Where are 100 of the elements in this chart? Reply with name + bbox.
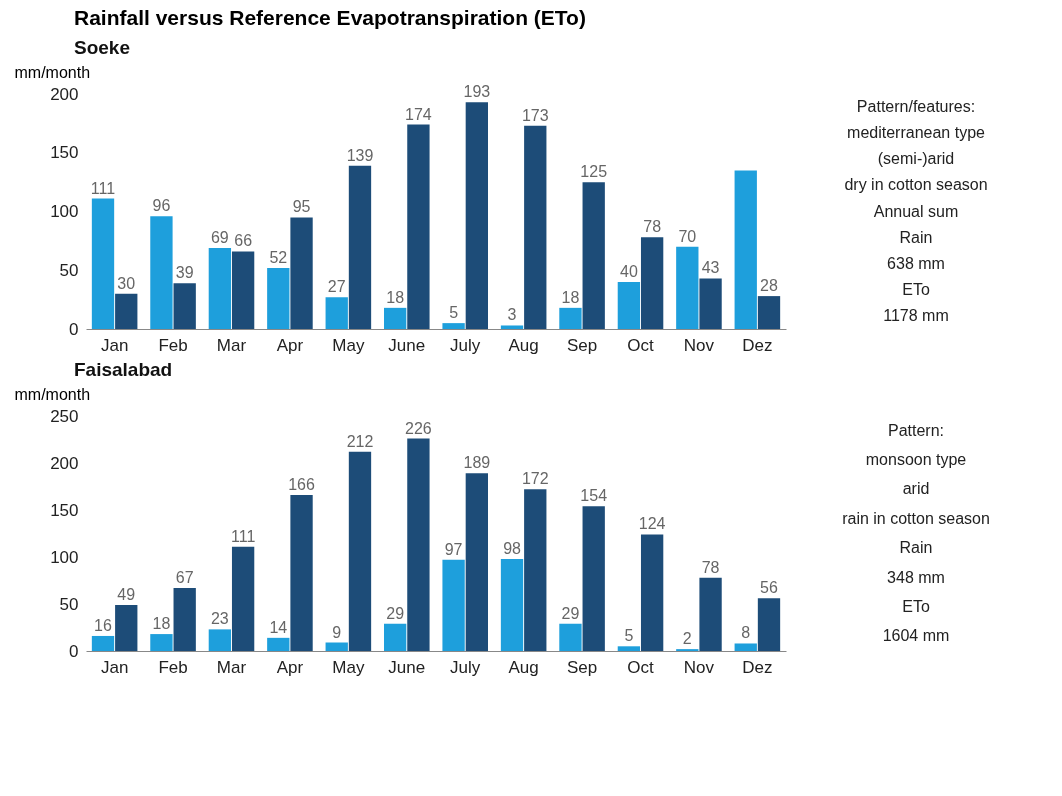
text: dry in cotton season [844, 176, 988, 194]
x-tick-label: Oct [627, 335, 654, 355]
bar [267, 267, 290, 329]
bar [325, 642, 348, 651]
text: Rain [899, 228, 933, 246]
data-label: 5 [624, 627, 634, 645]
data-label: 18 [561, 288, 580, 306]
x-tick-label: Apr [276, 657, 304, 677]
bar [290, 494, 313, 651]
data-label: 29 [561, 604, 580, 622]
chart-subtitle: Faisalabad [74, 359, 173, 380]
bar [465, 102, 488, 329]
x-tick-label: Oct [627, 657, 654, 677]
bar [734, 170, 757, 329]
bar [524, 489, 547, 651]
bar [617, 646, 641, 651]
y-tick-label: 200 [50, 84, 79, 104]
bar [173, 283, 196, 329]
data-label: 16 [94, 616, 112, 634]
data-label: 14 [269, 618, 288, 636]
data-label: 98 [503, 539, 522, 557]
bar [582, 506, 605, 651]
text: Pattern: [887, 421, 945, 439]
bar [91, 635, 115, 651]
x-tick-label: July [450, 335, 481, 355]
data-label: 18 [152, 615, 171, 633]
data-label: 8 [741, 624, 751, 642]
text: 638 mm [887, 254, 945, 272]
bar [640, 534, 664, 651]
data-label: 172 [521, 470, 549, 488]
bar [231, 251, 255, 329]
bar [115, 293, 138, 329]
y-tick-label: 0 [69, 641, 79, 661]
data-label: 39 [175, 264, 194, 282]
bar [325, 297, 348, 329]
x-tick-label: June [388, 657, 426, 677]
data-label: 154 [580, 487, 608, 505]
data-label: 70 [678, 227, 697, 245]
data-label: 96 [152, 197, 171, 215]
data-label: 30 [117, 274, 136, 292]
y-tick-label: 200 [50, 453, 79, 473]
x-tick-label: Sep [566, 335, 598, 355]
data-label: 18 [386, 288, 405, 306]
bar [757, 296, 781, 329]
bar [442, 323, 465, 329]
y-tick-label: 150 [50, 143, 79, 163]
bar [231, 546, 255, 651]
text: rain in cotton season [842, 509, 990, 527]
data-label: 174 [405, 105, 432, 123]
bar [465, 473, 488, 651]
data-label: 49 [117, 585, 136, 603]
bar [407, 438, 430, 651]
x-tick-label: Aug [508, 335, 539, 355]
data-label: 78 [643, 218, 662, 236]
data-label: 78 [701, 558, 720, 576]
bar [699, 577, 722, 651]
text: monsoon type [865, 451, 967, 469]
chart-title: Rainfall versus Reference Evapotranspiration (ETo) [74, 6, 586, 29]
bar [559, 307, 582, 329]
x-tick-label: Dez [742, 335, 773, 355]
data-label: 27 [327, 278, 346, 296]
bar [757, 598, 781, 651]
x-tick-label: Feb [158, 657, 188, 677]
data-label: 189 [463, 454, 491, 472]
bar [384, 307, 407, 329]
text: ETo [902, 280, 930, 298]
data-label: 97 [444, 540, 463, 558]
bar [208, 247, 232, 329]
y-tick-label: 0 [69, 319, 79, 339]
x-tick-label: July [450, 657, 481, 677]
text: arid [902, 480, 930, 498]
x-tick-label: Sep [566, 657, 598, 677]
bar [500, 325, 524, 329]
y-axis-title: mm/month [14, 385, 91, 403]
y-tick-label: 100 [50, 547, 79, 567]
text: (semi-)arid [877, 150, 955, 168]
x-tick-label: Jan [100, 657, 129, 677]
text: Rain [899, 539, 933, 557]
text: 1178 mm [883, 306, 949, 324]
bar [348, 451, 372, 651]
data-label: 43 [701, 259, 720, 277]
x-tick-label: Feb [158, 335, 188, 355]
data-label: 124 [638, 515, 666, 533]
data-label: 111 [90, 179, 116, 197]
x-tick-label: June [388, 335, 426, 355]
x-tick-label: May [332, 657, 365, 677]
data-label: 2 [682, 630, 692, 648]
data-label: 28 [760, 277, 778, 295]
bar [676, 246, 699, 329]
data-label: 95 [292, 198, 311, 216]
x-tick-label: Mar [216, 657, 247, 677]
x-tick-label: Dez [742, 657, 773, 677]
bar [173, 588, 196, 651]
data-label: 66 [234, 232, 253, 250]
x-tick-label: Nov [683, 335, 715, 355]
bar [407, 124, 430, 329]
text: 348 mm [887, 568, 945, 586]
x-tick-label: Nov [683, 657, 715, 677]
bar [524, 125, 547, 329]
bar [290, 217, 313, 329]
